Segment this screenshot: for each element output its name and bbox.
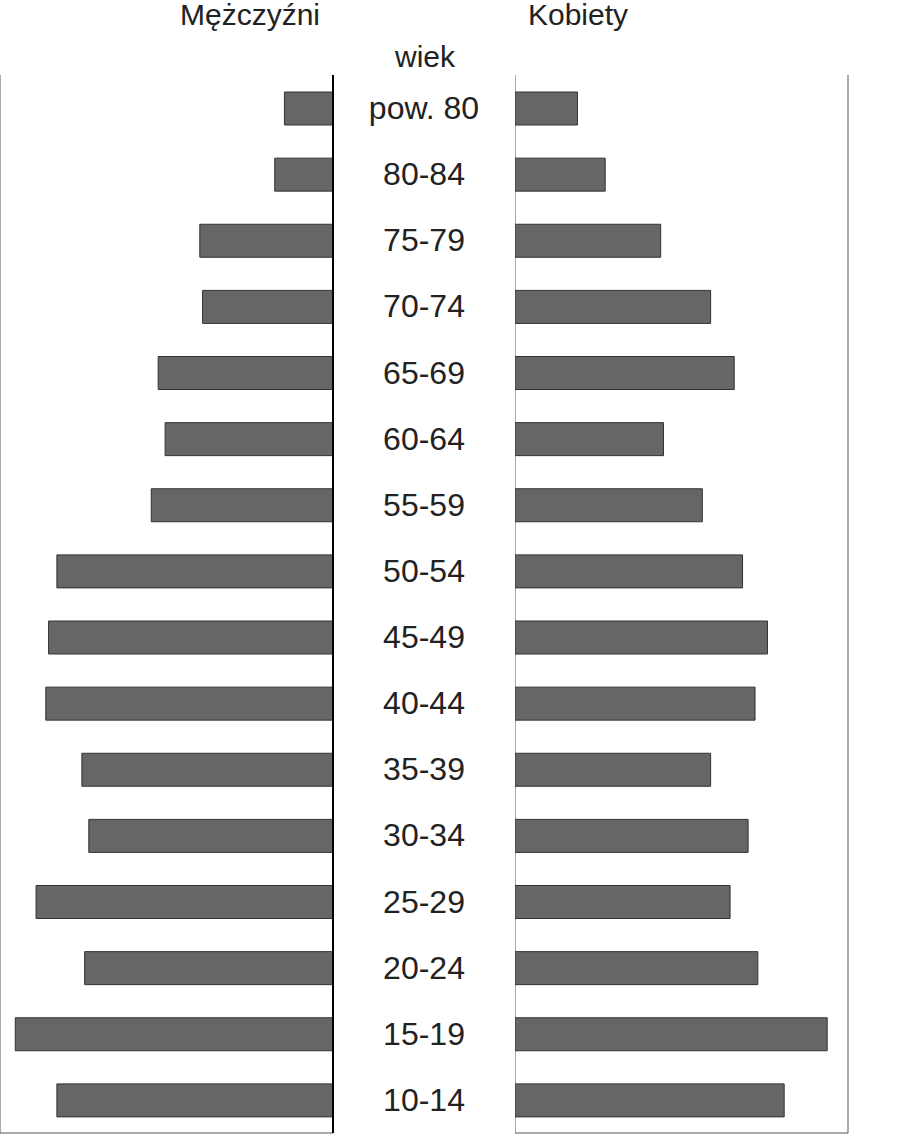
- svg-text:65-69: 65-69: [383, 355, 465, 391]
- svg-text:pow. 80: pow. 80: [369, 90, 479, 126]
- svg-text:30-34: 30-34: [383, 817, 465, 853]
- svg-text:80-84: 80-84: [383, 156, 465, 192]
- svg-text:35-39: 35-39: [383, 751, 465, 787]
- svg-text:40-44: 40-44: [383, 685, 465, 721]
- svg-text:25-29: 25-29: [383, 884, 465, 920]
- svg-text:50-54: 50-54: [383, 553, 465, 589]
- svg-text:55-59: 55-59: [383, 487, 465, 523]
- html-text:wiek: wiek: [395, 40, 455, 73]
- svg-text:60-64: 60-64: [383, 421, 465, 457]
- svg-text:70-74: 70-74: [383, 288, 465, 324]
- svg-text:45-49: 45-49: [383, 619, 465, 655]
- svg-text:75-79: 75-79: [383, 222, 465, 258]
- svg-text:10-14: 10-14: [383, 1082, 465, 1118]
- svg-text:20-24: 20-24: [383, 950, 465, 986]
- svg-text:15-19: 15-19: [383, 1016, 465, 1052]
